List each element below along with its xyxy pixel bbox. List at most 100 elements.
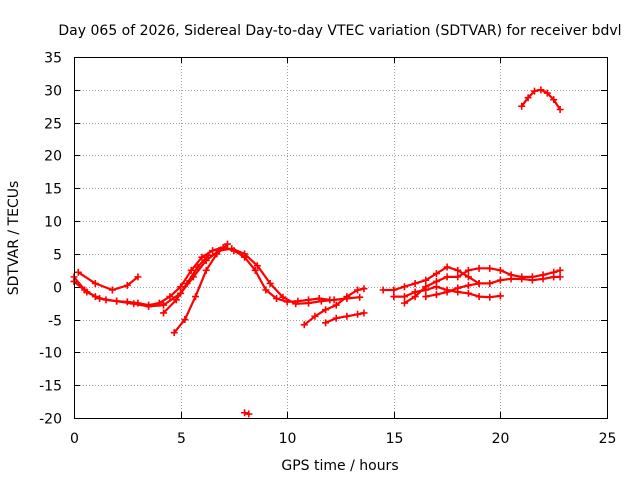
data-point: [432, 291, 440, 299]
data-point: [443, 288, 451, 296]
x-tick-label: 5: [177, 431, 186, 447]
data-point: [432, 270, 440, 278]
data-point: [464, 281, 472, 289]
data-point: [379, 286, 387, 294]
data-point: [464, 266, 472, 274]
data-point: [550, 268, 558, 276]
x-tick-label: 20: [492, 431, 510, 447]
data-point: [507, 271, 515, 279]
data-point: [241, 250, 249, 258]
data-point: [518, 102, 526, 110]
y-tick-label: 10: [44, 215, 62, 231]
data-point: [194, 263, 202, 271]
data-point: [556, 273, 564, 281]
data-point: [160, 309, 168, 317]
series-track-5: [160, 251, 212, 317]
data-point: [454, 266, 462, 274]
series-track-13: [241, 409, 253, 418]
x-tick-label: 25: [599, 431, 617, 447]
data-point: [332, 314, 340, 322]
plot-frame: [74, 57, 608, 419]
y-tick-labels: -20 -15 -10 -5 0 5 10 15 20 25 30 35: [39, 51, 62, 428]
y-tick-label: -20: [39, 412, 62, 428]
x-tick-labels: 0 5 10 15 20 25: [70, 431, 616, 447]
data-point: [273, 295, 281, 303]
data-point: [213, 250, 221, 258]
data-point: [543, 89, 551, 97]
grid: [74, 57, 607, 418]
series-track-3: [74, 268, 142, 294]
data-point: [187, 266, 195, 274]
data-point: [145, 302, 153, 310]
data-point: [360, 285, 368, 293]
data-point: [311, 312, 319, 320]
x-tick-label: 0: [70, 431, 79, 447]
series-line: [403, 267, 562, 305]
data-point: [537, 86, 545, 94]
series-track-11: [422, 279, 483, 301]
data-point: [192, 293, 200, 301]
data-point: [305, 299, 313, 307]
data-point: [443, 263, 451, 271]
data-point: [400, 299, 408, 307]
x-tick-label: 10: [279, 431, 297, 447]
data-point: [245, 410, 253, 418]
data-point: [360, 309, 368, 317]
data-point: [266, 279, 274, 287]
data-point: [130, 300, 138, 308]
data-point: [204, 251, 212, 259]
data-point: [343, 312, 351, 320]
data-point: [528, 273, 536, 281]
data-point: [422, 276, 430, 284]
data-point: [123, 281, 131, 289]
data-point: [241, 409, 249, 417]
data-point: [300, 321, 308, 329]
data-point: [343, 293, 351, 301]
x-tick-label: 15: [386, 431, 404, 447]
axis-ticks: [74, 57, 608, 419]
data-point: [390, 286, 398, 294]
data-point: [354, 310, 362, 318]
data-point: [356, 293, 364, 301]
data-point: [170, 329, 178, 337]
data-point: [166, 293, 174, 301]
data-point: [322, 306, 330, 314]
data-point: [390, 293, 398, 301]
data-point: [475, 279, 483, 287]
data-point: [411, 293, 419, 301]
data-point: [262, 286, 270, 294]
data-point: [113, 297, 121, 305]
series-track-2: [70, 245, 364, 310]
data-point: [202, 266, 210, 274]
data-point: [556, 266, 564, 274]
data-point: [83, 288, 91, 296]
series-track-7: [322, 309, 368, 327]
data-point: [96, 295, 104, 303]
x-axis-label: GPS time / hours: [281, 458, 398, 474]
y-tick-label: 35: [44, 51, 62, 67]
series-track-4: [170, 240, 232, 337]
data-point: [108, 286, 116, 294]
data-point: [486, 264, 494, 272]
y-tick-label: -10: [39, 346, 62, 362]
data-point: [464, 289, 472, 297]
data-point: [556, 106, 564, 114]
data-point: [411, 279, 419, 287]
data-point: [454, 273, 462, 281]
data-point: [134, 273, 142, 281]
data-point: [486, 293, 494, 301]
data-series: [70, 86, 564, 418]
data-point: [518, 273, 526, 281]
data-point: [253, 262, 261, 270]
series-track-6: [300, 285, 368, 329]
data-point: [279, 293, 287, 301]
data-point: [183, 279, 191, 287]
data-point: [181, 316, 189, 324]
data-point: [539, 271, 547, 279]
y-tick-label: 5: [53, 248, 62, 264]
data-point: [198, 253, 206, 261]
data-point: [454, 284, 462, 292]
data-point: [475, 264, 483, 272]
y-tick-label: 15: [44, 182, 62, 198]
data-point: [209, 247, 217, 255]
